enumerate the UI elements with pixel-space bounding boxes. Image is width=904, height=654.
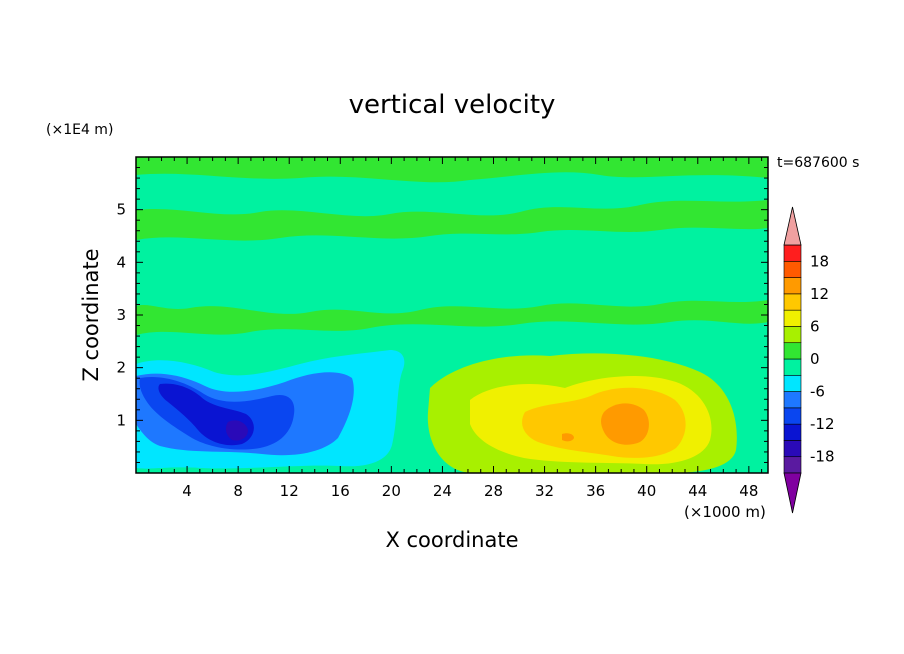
x-tick-label: 12 bbox=[280, 482, 299, 500]
x-tick-label: 20 bbox=[382, 482, 401, 500]
colorbar-tick-label: 18 bbox=[810, 252, 829, 270]
contour-band-zero-upper bbox=[136, 172, 768, 217]
colorbar-band bbox=[783, 374, 802, 392]
updraft-contour-plus12 bbox=[601, 403, 649, 445]
contour-band-zero-mid bbox=[136, 227, 768, 314]
colorbar-tick-label: -6 bbox=[810, 383, 825, 401]
chart-title: vertical velocity bbox=[349, 90, 556, 120]
y-axis-label: Z coordinate bbox=[79, 248, 103, 381]
x-tick-label: 40 bbox=[637, 482, 656, 500]
colorbar-extend-max bbox=[783, 206, 802, 246]
x-tick-label: 48 bbox=[739, 482, 758, 500]
colorbar-tick-label: 12 bbox=[810, 285, 829, 303]
y-tick-label: 1 bbox=[116, 411, 126, 429]
colorbar-band bbox=[783, 391, 802, 409]
contour-field bbox=[136, 157, 768, 473]
y-unit-label: (×1E4 m) bbox=[46, 122, 113, 138]
colorbar-band bbox=[783, 456, 802, 474]
colorbar-band bbox=[783, 358, 802, 376]
colorbar-tick-label: -18 bbox=[810, 448, 835, 466]
y-tick-label: 4 bbox=[116, 253, 126, 271]
colorbar: 18 12 6 0 -6 -12 -18 bbox=[783, 206, 835, 514]
colorbar-band bbox=[783, 293, 802, 311]
y-tick-label: 2 bbox=[116, 359, 126, 377]
x-tick-label: 4 bbox=[182, 482, 192, 500]
colorbar-band bbox=[783, 309, 802, 327]
x-tick-label: 24 bbox=[433, 482, 452, 500]
colorbar-tick-label: -12 bbox=[810, 415, 835, 433]
colorbar-band bbox=[783, 342, 802, 360]
colorbar-band bbox=[783, 260, 802, 278]
x-tick-label: 36 bbox=[586, 482, 605, 500]
colorbar-band bbox=[783, 440, 802, 458]
x-axis-label: X coordinate bbox=[385, 528, 518, 552]
x-tick-label: 8 bbox=[233, 482, 243, 500]
downdraft-contour-minus15 bbox=[225, 420, 248, 441]
time-label: t=687600 s bbox=[777, 155, 859, 171]
x-tick-label: 44 bbox=[688, 482, 707, 500]
y-tick-label: 5 bbox=[116, 201, 126, 219]
x-tick-label: 28 bbox=[484, 482, 503, 500]
x-unit-label: (×1000 m) bbox=[684, 503, 766, 521]
colorbar-tick-label: 6 bbox=[810, 317, 820, 335]
colorbar-band bbox=[783, 244, 802, 262]
x-axis-ticks: 4 8 12 16 20 24 28 32 36 40 44 48 bbox=[148, 157, 763, 500]
y-axis-ticks: 1 2 3 4 5 bbox=[116, 167, 768, 463]
colorbar-band bbox=[783, 277, 802, 295]
colorbar-extend-min bbox=[783, 472, 802, 514]
colorbar-tick-label: 0 bbox=[810, 350, 820, 368]
y-tick-label: 3 bbox=[116, 306, 126, 324]
x-tick-label: 16 bbox=[331, 482, 350, 500]
x-tick-label: 32 bbox=[535, 482, 554, 500]
colorbar-band bbox=[783, 326, 802, 344]
updraft-minor-cell bbox=[562, 433, 574, 442]
colorbar-band bbox=[783, 423, 802, 441]
colorbar-band bbox=[783, 407, 802, 425]
